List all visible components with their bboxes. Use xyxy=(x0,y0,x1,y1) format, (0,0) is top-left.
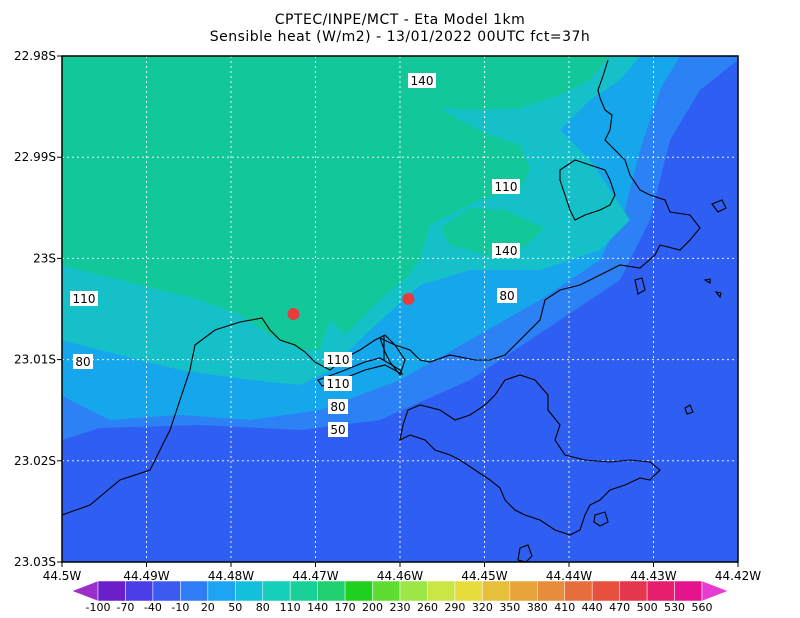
colorbar-swatch xyxy=(262,580,291,602)
colorbar-swatch xyxy=(125,580,154,602)
colorbar-label: -40 xyxy=(144,601,162,614)
colorbar-swatch xyxy=(427,580,456,602)
colorbar-label: 140 xyxy=(307,601,328,614)
colorbar-label: -10 xyxy=(171,601,189,614)
colorbar-label: 80 xyxy=(256,601,270,614)
colorbar-label: 530 xyxy=(664,601,685,614)
lat-tick-label: 23S xyxy=(33,251,56,265)
gridlines xyxy=(62,56,738,562)
colorbar-swatch xyxy=(152,580,181,602)
colorbar-swatch xyxy=(537,580,565,602)
colorbar-swatch xyxy=(344,580,373,602)
contour-label: 110 xyxy=(70,291,98,306)
longitude-axis: 44.5W 44.49W 44.48W 44.47W 44.46W 44.45W 44.44… xyxy=(43,562,761,583)
colorbar-swatch xyxy=(235,580,263,602)
contour-label: 140 xyxy=(492,243,520,258)
station-markers xyxy=(287,292,415,321)
contour-label: 110 xyxy=(492,179,520,194)
lat-tick-label: 23.03S xyxy=(14,555,56,569)
colorbar-swatch xyxy=(372,580,401,602)
colorbar-label: 320 xyxy=(472,601,493,614)
colorbar-label: 350 xyxy=(499,601,520,614)
svg-text:110: 110 xyxy=(73,292,96,306)
colorbar-label: 170 xyxy=(335,601,356,614)
lon-tick-label: 44.49W xyxy=(123,569,169,583)
coastline xyxy=(62,59,727,562)
band-140-plus xyxy=(62,56,610,350)
colorbar-swatch xyxy=(646,580,675,602)
svg-text:140: 140 xyxy=(495,244,518,258)
colorbar-over-arrow xyxy=(701,580,729,602)
colorbar-label: 470 xyxy=(609,601,630,614)
lon-tick-label: 44.47W xyxy=(292,569,338,583)
colorbar-label: 110 xyxy=(280,601,301,614)
contour-label: 80 xyxy=(73,354,93,369)
colorbar-label: 290 xyxy=(444,601,465,614)
contour-label: 80 xyxy=(328,399,348,414)
colorbar-label: 50 xyxy=(228,601,242,614)
colorbar-swatch xyxy=(619,580,648,602)
colorbar-label: 230 xyxy=(390,601,411,614)
colorbar-label: 440 xyxy=(582,601,603,614)
map-subtitle: Sensible heat (W/m2) - 13/01/2022 00UTC … xyxy=(209,29,591,45)
contour-label: 140 xyxy=(408,73,436,88)
svg-text:110: 110 xyxy=(495,180,518,194)
colorbar-swatch xyxy=(509,580,538,602)
lon-tick-label: 44.44W xyxy=(546,569,592,583)
svg-text:80: 80 xyxy=(330,400,345,414)
colorbar-label: -100 xyxy=(86,601,111,614)
latitude-axis: 22.98S 22.99S 23S 23.01S 23.02S 23.03S xyxy=(14,49,62,569)
lat-tick-label: 23.02S xyxy=(14,454,56,468)
colorbar-under-arrow xyxy=(71,580,99,602)
svg-text:80: 80 xyxy=(499,289,514,303)
contour-labels: 140 110 140 110 80 110 80 110 80 50 xyxy=(70,73,520,437)
colorbar-swatch xyxy=(289,580,318,602)
map-title: CPTEC/INPE/MCT - Eta Model 1km xyxy=(274,12,526,28)
svg-text:110: 110 xyxy=(327,353,350,367)
svg-text:80: 80 xyxy=(75,355,90,369)
lat-tick-label: 23.01S xyxy=(14,353,56,367)
lon-tick-label: 44.45W xyxy=(461,569,507,583)
colorbar-label: 500 xyxy=(637,601,658,614)
colorbar-label: 200 xyxy=(362,601,383,614)
contour-label: 110 xyxy=(324,376,352,391)
colorbar-swatch xyxy=(399,580,428,602)
lon-tick-label: 44.48W xyxy=(208,569,254,583)
colorbar: -100 -70 -40 -10 20 50 80 110 140 170 200 230 260 290… xyxy=(71,580,729,614)
colorbar-swatch xyxy=(564,580,593,602)
colorbar-swatch xyxy=(591,580,620,602)
colorbar-label: 380 xyxy=(527,601,548,614)
lon-tick-label: 44.46W xyxy=(377,569,423,583)
lon-tick-label: 44.5W xyxy=(43,569,82,583)
colorbar-swatch xyxy=(317,580,346,602)
svg-text:140: 140 xyxy=(411,74,434,88)
contour-label: 110 xyxy=(324,352,352,367)
colorbar-swatch xyxy=(454,580,483,602)
colorbar-swatch xyxy=(674,580,703,602)
svg-text:110: 110 xyxy=(327,377,350,391)
lon-tick-label: 44.43W xyxy=(630,569,676,583)
colorbar-swatch xyxy=(97,580,126,602)
colorbar-label: 560 xyxy=(692,601,713,614)
colorbar-swatch xyxy=(207,580,236,602)
lon-tick-label: 44.42W xyxy=(715,569,761,583)
colorbar-swatch xyxy=(180,580,209,602)
colorbar-swatch xyxy=(482,580,511,602)
colorbar-label: 260 xyxy=(417,601,438,614)
station-marker xyxy=(402,292,415,305)
lat-tick-label: 22.98S xyxy=(14,49,56,63)
colorbar-label: 410 xyxy=(554,601,575,614)
lat-tick-label: 22.99S xyxy=(14,150,56,164)
contour-label: 80 xyxy=(497,288,517,303)
colorbar-label: -70 xyxy=(116,601,134,614)
station-marker xyxy=(287,308,300,321)
sensible-heat-field xyxy=(62,56,738,562)
svg-text:50: 50 xyxy=(330,423,345,437)
colorbar-label: 20 xyxy=(201,601,215,614)
contour-label: 50 xyxy=(328,422,348,437)
